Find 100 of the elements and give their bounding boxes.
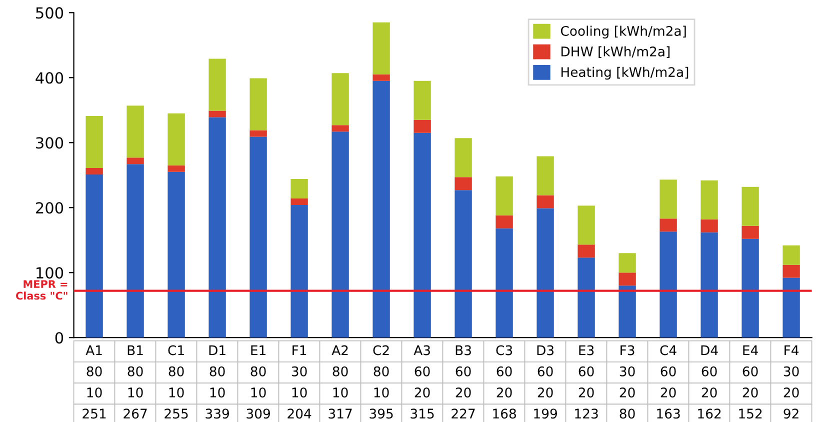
bar: [372, 80, 390, 338]
y-tick-label: 300: [36, 137, 64, 149]
bar: [578, 244, 595, 258]
x-tick-label: C4: [660, 345, 676, 356]
data-label: 20: [538, 388, 553, 398]
y-tick-label: 100: [36, 267, 64, 279]
bar: [372, 22, 390, 74]
data-label: 163: [657, 408, 680, 419]
y-tick-label: 0: [55, 332, 64, 344]
data-label: 80: [332, 366, 348, 376]
bar: [660, 180, 677, 219]
data-label: 80: [168, 366, 184, 376]
bar: [578, 258, 595, 338]
bar: [208, 110, 226, 118]
bar: [700, 180, 718, 220]
bar: [496, 176, 513, 216]
data-label: 80: [210, 366, 225, 376]
legend-label: Cooling [kWh/m2a]: [560, 26, 686, 38]
data-label: 10: [374, 388, 389, 398]
bar: [168, 165, 185, 172]
bar: [372, 74, 390, 81]
data-label: 10: [169, 388, 184, 398]
bar: [86, 116, 103, 168]
data-label: 251: [82, 408, 106, 419]
bar: [332, 125, 349, 132]
data-label: 339: [206, 408, 229, 419]
data-label: 10: [128, 388, 143, 398]
bar: [454, 190, 472, 338]
legend-label: DHW [kWh/m2a]: [562, 46, 670, 58]
bar: [250, 78, 267, 130]
data-label: 10: [251, 388, 266, 398]
x-tick-label: F3: [620, 345, 634, 356]
data-label: 20: [784, 388, 799, 398]
data-label: 60: [578, 366, 594, 376]
bar: [578, 206, 595, 245]
x-tick-label: B3: [456, 345, 471, 356]
x-tick-label: E4: [743, 345, 758, 356]
bar: [168, 113, 185, 166]
bar: [618, 286, 636, 338]
x-tick-label: A1: [86, 345, 102, 356]
x-tick-label: F1: [292, 345, 306, 356]
x-tick-label: A3: [414, 345, 430, 356]
bar: [332, 132, 349, 338]
bar: [290, 198, 308, 206]
bar: [414, 120, 431, 133]
data-label: 20: [414, 388, 430, 398]
data-label: 199: [534, 408, 557, 419]
bar: [290, 205, 308, 338]
bar: [536, 156, 554, 196]
data-label: 309: [246, 408, 270, 419]
data-label: 20: [660, 388, 676, 398]
bar: [290, 179, 308, 199]
y-tick-label: 200: [36, 202, 64, 214]
data-label: 60: [660, 366, 676, 376]
data-label: 168: [493, 408, 516, 419]
x-tick-label: D3: [537, 345, 554, 356]
data-label: 317: [328, 408, 352, 419]
bar: [700, 219, 718, 232]
data-label: 204: [288, 408, 312, 419]
data-label: 10: [87, 388, 102, 398]
x-tick-label: C2: [373, 345, 389, 356]
y-tick-label: 500: [36, 7, 64, 19]
data-label: 80: [250, 366, 266, 376]
bar: [454, 177, 472, 190]
bar: [126, 106, 144, 158]
bar: [86, 168, 103, 174]
data-label: 30: [620, 366, 635, 376]
data-label: 60: [456, 366, 471, 376]
x-tick-label: B1: [128, 345, 143, 356]
data-label: 20: [496, 388, 512, 398]
data-label: 10: [292, 388, 307, 398]
data-label: 60: [742, 366, 758, 376]
data-label: 60: [496, 366, 512, 376]
data-label: 20: [620, 388, 635, 398]
data-label: 20: [742, 388, 758, 398]
bar: [332, 73, 349, 126]
bar: [700, 232, 718, 338]
ref-line-label: MEPR = Class "C": [16, 280, 68, 300]
bar: [250, 136, 267, 338]
data-label: 267: [124, 408, 147, 419]
bar: [742, 186, 759, 226]
data-label: 255: [164, 408, 188, 419]
bar: [250, 130, 267, 137]
data-label: 60: [414, 366, 430, 376]
bar: [168, 172, 185, 338]
data-label: 80: [128, 366, 143, 376]
x-tick-label: E1: [251, 345, 266, 356]
data-label: 80: [86, 366, 102, 376]
bar: [742, 226, 759, 239]
bar: [496, 215, 513, 228]
x-tick-label: D1: [209, 345, 226, 356]
bar: [86, 174, 103, 338]
data-label: 10: [210, 388, 225, 398]
bar: [618, 253, 636, 273]
data-label: 152: [739, 408, 762, 419]
data-label: 20: [702, 388, 717, 398]
data-label: 20: [578, 388, 594, 398]
data-label: 227: [452, 408, 475, 418]
x-tick-label: C3: [496, 345, 512, 356]
data-label: 60: [538, 366, 553, 376]
